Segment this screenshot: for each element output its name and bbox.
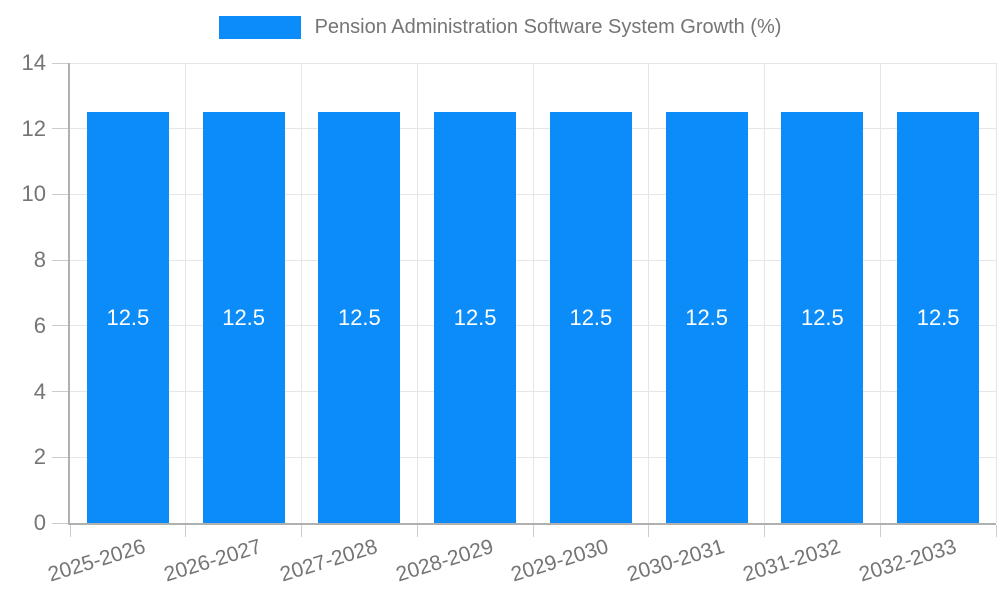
x-axis-label: 2030-2031 bbox=[624, 535, 728, 587]
gridline bbox=[764, 63, 765, 523]
gridline bbox=[995, 63, 997, 523]
y-axis-tick bbox=[52, 128, 68, 130]
y-axis-label: 12 bbox=[21, 115, 46, 141]
y-axis-label: 2 bbox=[33, 444, 46, 470]
bar-value-label: 12.5 bbox=[337, 304, 381, 330]
bar-value-label: 12.5 bbox=[569, 304, 613, 330]
x-axis-tick bbox=[879, 525, 881, 537]
y-axis-label: 10 bbox=[21, 181, 46, 207]
bar-value-label: 12.5 bbox=[916, 304, 960, 330]
legend-swatch bbox=[218, 16, 301, 39]
gridline bbox=[301, 63, 302, 523]
plot-area: 0 2 4 6 8 10 12 14 12.5 2025-2026 12.5 2026-2027 12.… bbox=[22, 50, 997, 586]
x-axis-tick bbox=[416, 525, 418, 537]
x-axis-tick bbox=[185, 525, 187, 537]
x-axis-tick bbox=[301, 525, 302, 537]
x-axis-tick bbox=[648, 525, 650, 537]
bar-value-label: 12.5 bbox=[800, 304, 844, 330]
y-axis-label: 8 bbox=[33, 247, 46, 273]
bar bbox=[86, 112, 169, 523]
bar-value-label: 12.5 bbox=[453, 304, 497, 330]
bar-value-label: 12.5 bbox=[222, 304, 266, 330]
y-axis-tick bbox=[52, 193, 68, 195]
bar bbox=[781, 112, 864, 523]
x-axis-label: 2025-2026 bbox=[45, 535, 149, 587]
y-axis-tick bbox=[52, 456, 68, 458]
x-axis-label: 2026-2027 bbox=[161, 535, 265, 587]
gridline bbox=[416, 63, 418, 523]
x-axis-label: 2028-2029 bbox=[393, 535, 496, 587]
x-axis-tick bbox=[764, 525, 765, 537]
y-axis-tick bbox=[52, 62, 68, 64]
x-axis-label: 2029-2030 bbox=[508, 535, 612, 587]
y-axis-label: 0 bbox=[33, 510, 46, 535]
y-axis-tick bbox=[52, 259, 68, 261]
x-axis-tick bbox=[995, 525, 997, 537]
y-axis-tick bbox=[52, 522, 68, 524]
x-axis-tick bbox=[69, 525, 71, 537]
bar-value-label: 12.5 bbox=[685, 304, 729, 330]
x-axis-tick bbox=[532, 525, 534, 537]
x-axis-label: 2027-2028 bbox=[277, 535, 381, 587]
bar bbox=[897, 112, 980, 523]
legend-label: Pension Administration Software System G… bbox=[314, 16, 782, 38]
legend: Pension Administration Software System G… bbox=[0, 16, 1000, 39]
gridline bbox=[532, 63, 534, 523]
bar bbox=[202, 112, 285, 523]
y-axis-tick bbox=[52, 391, 68, 393]
x-axis-label: 2031-2032 bbox=[740, 535, 844, 587]
bar bbox=[434, 112, 517, 523]
gridline bbox=[185, 63, 187, 523]
bar bbox=[549, 112, 632, 523]
bar bbox=[318, 112, 401, 523]
gridline bbox=[648, 63, 650, 523]
bar bbox=[665, 112, 748, 523]
y-axis-label: 6 bbox=[33, 312, 46, 338]
x-axis-label: 2032-2033 bbox=[856, 535, 959, 587]
y-axis-tick bbox=[52, 325, 68, 327]
bar-value-label: 12.5 bbox=[106, 304, 150, 330]
y-axis-label: 14 bbox=[21, 50, 46, 75]
gridline bbox=[879, 63, 881, 523]
y-axis-label: 4 bbox=[33, 378, 46, 404]
